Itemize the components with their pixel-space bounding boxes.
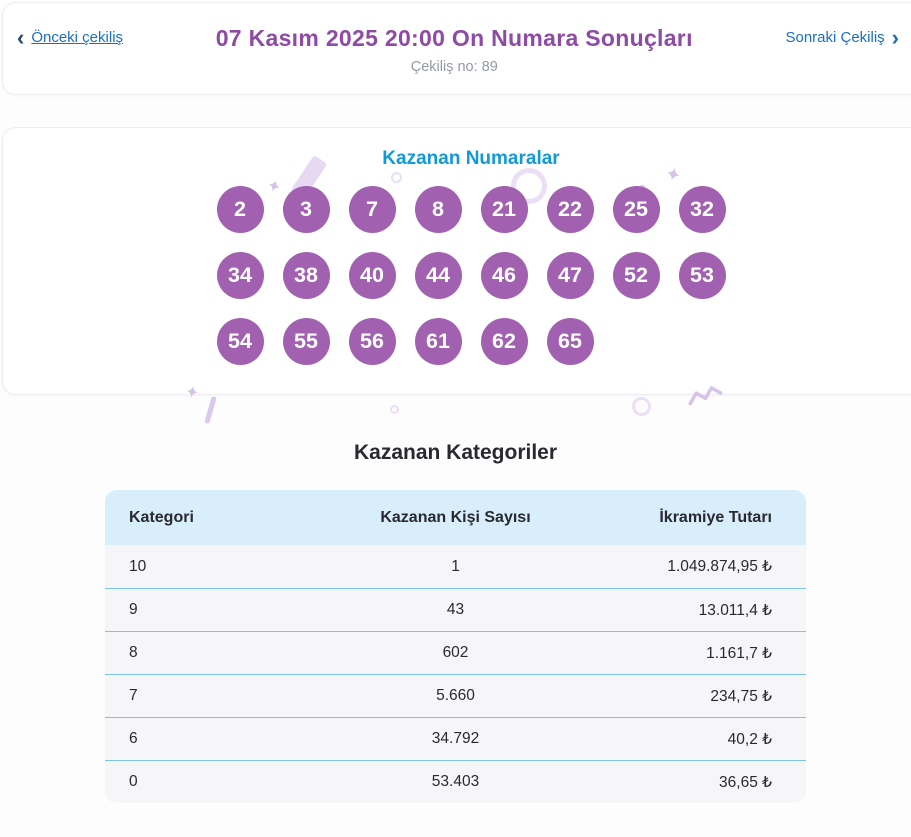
category-cell: 0 <box>129 773 138 790</box>
column-header-prize: İkramiye Tutarı <box>659 508 772 526</box>
decor-small-ring-icon <box>391 172 402 183</box>
category-cell: 10 <box>129 557 147 575</box>
number-ball: 32 <box>678 186 726 233</box>
number-ball: 38 <box>282 252 330 299</box>
previous-draw-label: Önceki çekiliş <box>31 29 124 46</box>
number-ball: 7 <box>348 186 396 233</box>
title-block: 07 Kasım 2025 20:00 On Numara Sonuçları … <box>123 23 785 75</box>
number-ball: 2 <box>216 186 264 233</box>
category-cell: 9 <box>129 601 138 618</box>
table-row: 7 5.660 234,75 ₺ <box>105 674 806 717</box>
number-ball: 52 <box>612 252 660 299</box>
prize-cell: 36,65 ₺ <box>719 773 772 791</box>
winners-cell: 43 <box>446 601 465 618</box>
number-ball: 56 <box>348 318 396 365</box>
results-header-card: ‹ Önceki çekiliş 07 Kasım 2025 20:00 On … <box>2 2 911 95</box>
decor-slash-icon <box>204 395 217 425</box>
draw-number: Çekiliş no: 89 <box>410 59 498 75</box>
number-ball: 46 <box>480 252 528 299</box>
number-ball: 40 <box>348 252 396 299</box>
next-draw-label: Sonraki Çekiliş <box>785 29 885 46</box>
number-ball: 22 <box>546 186 594 233</box>
table-body: 10 1 1.049.874,95 ₺ 9 43 13.011,4 ₺ 8 60… <box>105 545 806 803</box>
number-ball: 8 <box>414 186 462 233</box>
prize-cell: 13.011,4 ₺ <box>698 601 772 619</box>
number-ball: 61 <box>414 318 462 365</box>
page-title: 07 Kasım 2025 20:00 On Numara Sonuçları <box>215 25 693 51</box>
number-ball: 34 <box>216 252 264 299</box>
chevron-right-icon: › <box>891 25 899 50</box>
table-header-row: Kategori Kazanan Kişi Sayısı İkramiye Tu… <box>105 490 806 545</box>
decor-ring-icon <box>632 397 651 416</box>
table-row: 6 34.792 40,2 ₺ <box>105 717 806 760</box>
winning-numbers-card: ✦ ✦ Kazanan Numaralar 2 3 7 8 21 22 25 32 34 38 40… <box>2 127 911 395</box>
chevron-left-icon: ‹ <box>17 25 25 50</box>
categories-heading: Kazanan Kategoriler <box>353 441 558 464</box>
category-cell: 7 <box>129 687 138 704</box>
number-ball: 55 <box>282 318 330 365</box>
decor-small-ring-icon <box>390 405 399 414</box>
winning-numbers-heading: Kazanan Numaralar <box>382 148 560 169</box>
winners-cell: 5.660 <box>436 687 475 704</box>
prize-cell: 234,75 ₺ <box>710 687 772 705</box>
number-ball: 21 <box>480 186 528 233</box>
next-draw-link[interactable]: Sonraki Çekiliş › <box>785 25 899 50</box>
number-ball: 53 <box>678 252 726 299</box>
number-ball: 62 <box>480 318 528 365</box>
number-ball: 25 <box>612 186 660 233</box>
column-header-category: Kategori <box>129 508 194 526</box>
number-ball: 44 <box>414 252 462 299</box>
categories-table: Kategori Kazanan Kişi Sayısı İkramiye Tu… <box>105 490 806 803</box>
winners-cell: 602 <box>442 644 469 661</box>
number-ball: 54 <box>216 318 264 365</box>
prize-cell: 1.049.874,95 ₺ <box>667 558 772 575</box>
column-header-winners: Kazanan Kişi Sayısı <box>380 508 531 526</box>
prize-cell: 1.161,7 ₺ <box>706 644 772 662</box>
previous-draw-link[interactable]: ‹ Önceki çekiliş <box>17 25 124 50</box>
category-cell: 6 <box>129 730 138 747</box>
winners-cell: 53.403 <box>431 773 480 790</box>
number-ball: 3 <box>282 186 330 233</box>
winners-cell: 1 <box>451 557 460 575</box>
table-row: 9 43 13.011,4 ₺ <box>105 588 806 631</box>
winners-cell: 34.792 <box>431 730 480 747</box>
number-ball: 65 <box>546 318 594 365</box>
prize-cell: 40,2 ₺ <box>727 730 772 748</box>
number-ball: 47 <box>546 252 594 299</box>
table-row: 0 53.403 36,65 ₺ <box>105 760 806 803</box>
winning-numbers-grid: 2 3 7 8 21 22 25 32 34 38 40 44 46 47 52 53 54 55 56 61 62 65 <box>216 186 726 365</box>
category-cell: 8 <box>129 644 138 661</box>
table-row: 10 1 1.049.874,95 ₺ <box>105 545 806 588</box>
table-row: 8 602 1.161,7 ₺ <box>105 631 806 674</box>
